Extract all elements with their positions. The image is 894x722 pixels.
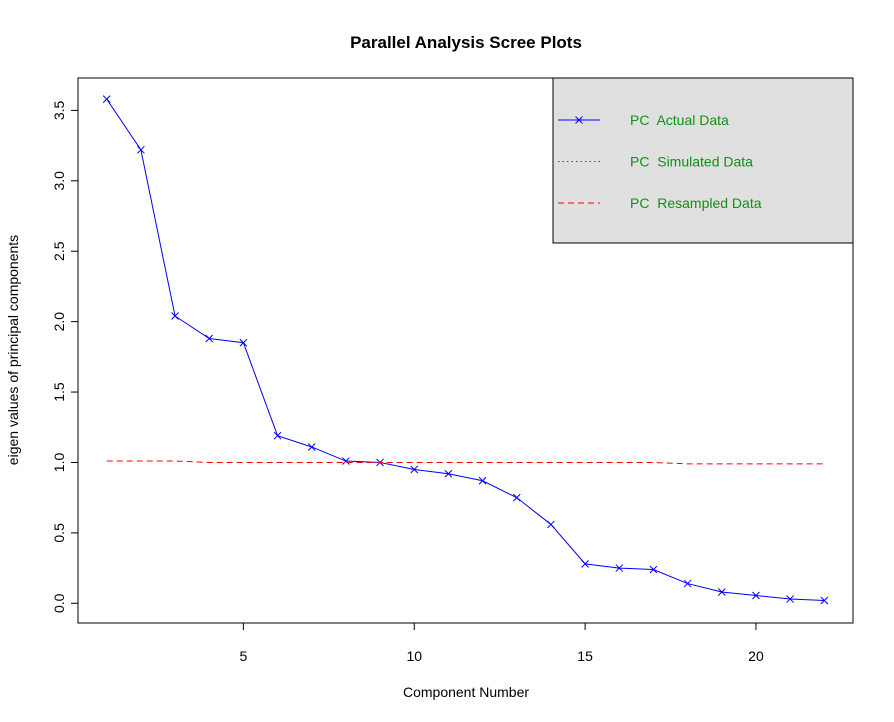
y-tick-label: 1.0	[51, 453, 67, 473]
x-tick-label: 5	[239, 648, 247, 664]
point-marker	[205, 334, 214, 343]
legend-label: PC Simulated Data	[630, 154, 753, 170]
y-tick-label: 3.5	[51, 100, 67, 120]
point-marker	[581, 559, 589, 568]
x-tick-label: 15	[577, 648, 593, 664]
series-line	[106, 460, 825, 465]
point-marker	[444, 469, 453, 478]
y-tick-label: 1.5	[51, 382, 67, 402]
point-marker	[512, 493, 521, 502]
point-marker	[307, 443, 316, 451]
point-marker	[820, 596, 829, 605]
legend-marker	[575, 116, 583, 124]
x-tick-label: 10	[406, 648, 422, 664]
chart-title: Parallel Analysis Scree Plots	[350, 33, 582, 52]
point-marker	[342, 457, 350, 465]
point-marker	[273, 431, 282, 440]
point-marker	[717, 588, 726, 596]
y-tick-label: 0.5	[51, 523, 67, 543]
x-tick-label: 20	[748, 648, 764, 664]
y-axis-label: eigen values of principal components	[5, 235, 21, 465]
point-marker	[137, 145, 145, 154]
plot-frame	[77, 77, 854, 624]
legend-box	[552, 77, 854, 244]
point-marker	[102, 95, 111, 103]
point-marker	[786, 595, 794, 603]
point-marker	[478, 476, 487, 485]
point-marker	[547, 520, 555, 529]
y-tick-label: 2.0	[51, 312, 67, 332]
legend-label: PC Resampled Data	[630, 195, 762, 211]
point-marker	[171, 312, 179, 320]
point-marker	[615, 564, 624, 572]
point-marker	[410, 465, 419, 474]
point-marker	[752, 591, 760, 600]
point-marker	[649, 565, 658, 574]
point-marker	[239, 338, 248, 347]
point-marker	[683, 579, 692, 588]
x-axis-label: Component Number	[403, 684, 529, 700]
series-line	[106, 98, 825, 601]
y-tick-label: 3.0	[51, 171, 67, 191]
y-tick-label: 2.5	[51, 241, 67, 261]
legend-label: PC Actual Data	[630, 112, 729, 128]
y-tick-label: 0.0	[51, 593, 67, 613]
